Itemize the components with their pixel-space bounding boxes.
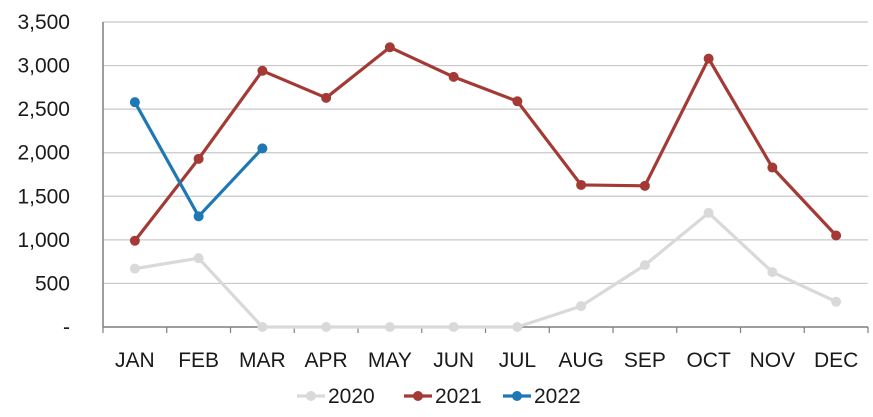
x-tick-label: MAY <box>368 349 412 372</box>
grid <box>103 21 868 285</box>
y-axis-ticks: - 500 1,000 1,500 2,000 2,500 3,000 3,500 <box>17 11 70 339</box>
x-tick-label: JUN <box>433 349 474 372</box>
legend-item: 2022 <box>503 385 581 408</box>
legend-label: 2020 <box>328 385 375 408</box>
legend-swatch-marker <box>512 391 522 401</box>
data-point <box>703 53 714 64</box>
y-tick-label: 2,500 <box>17 98 70 121</box>
series-2020 <box>129 207 842 332</box>
data-point <box>831 296 842 307</box>
x-axis-ticks: JAN FEB MAR APR MAY JUN JUL AUG SEP OCT NOV DEC <box>115 349 858 372</box>
data-point <box>129 263 140 274</box>
data-point <box>767 162 778 173</box>
data-point <box>831 230 842 241</box>
y-tick-label: 3,500 <box>17 11 70 34</box>
data-point <box>767 267 778 278</box>
x-tick-label: JAN <box>115 349 155 372</box>
legend-item: 2021 <box>404 385 482 408</box>
data-point <box>193 153 204 164</box>
x-tick-label: JUL <box>499 349 536 372</box>
data-point <box>512 322 523 332</box>
x-tick-label: DEC <box>814 349 858 372</box>
data-point <box>193 211 204 222</box>
data-point <box>129 235 140 246</box>
series-lines <box>129 42 842 332</box>
y-tick-label: - <box>63 316 70 339</box>
data-point <box>257 143 268 154</box>
data-point <box>512 96 523 107</box>
y-tick-label: 1,500 <box>17 185 70 208</box>
y-tick-label: 3,000 <box>17 55 70 78</box>
legend-swatch-marker <box>413 391 423 401</box>
legend: 2020 2021 2022 <box>297 385 581 408</box>
x-tick-label: OCT <box>686 349 731 372</box>
series-line <box>133 211 838 329</box>
data-point <box>257 65 268 76</box>
x-tick-label: SEP <box>624 349 666 372</box>
legend-swatch-marker <box>306 391 316 401</box>
legend-item: 2020 <box>297 385 375 408</box>
data-point <box>576 301 587 312</box>
x-tick-label: MAR <box>239 349 286 372</box>
data-point <box>384 322 395 332</box>
data-point <box>321 322 332 332</box>
data-point <box>193 253 204 264</box>
data-point <box>448 71 459 82</box>
data-point <box>703 207 714 218</box>
legend-label: 2021 <box>435 385 482 408</box>
data-point <box>129 97 140 108</box>
x-tick-label: NOV <box>750 349 796 372</box>
data-point <box>257 322 268 332</box>
data-point <box>639 260 650 271</box>
y-tick-label: 500 <box>35 272 70 295</box>
y-tick-label: 1,000 <box>17 229 70 252</box>
x-tick-label: FEB <box>178 349 219 372</box>
y-tick-label: 2,000 <box>17 142 70 165</box>
data-point <box>384 42 395 53</box>
data-point <box>639 180 650 191</box>
series-line <box>133 45 838 243</box>
data-point <box>576 179 587 190</box>
series-2022 <box>129 97 268 222</box>
axes <box>102 22 869 333</box>
x-tick-label: APR <box>305 349 348 372</box>
legend-label: 2022 <box>534 385 581 408</box>
data-point <box>448 322 459 332</box>
x-tick-label: AUG <box>558 349 604 372</box>
series-2021 <box>129 42 842 246</box>
data-point <box>321 92 332 103</box>
